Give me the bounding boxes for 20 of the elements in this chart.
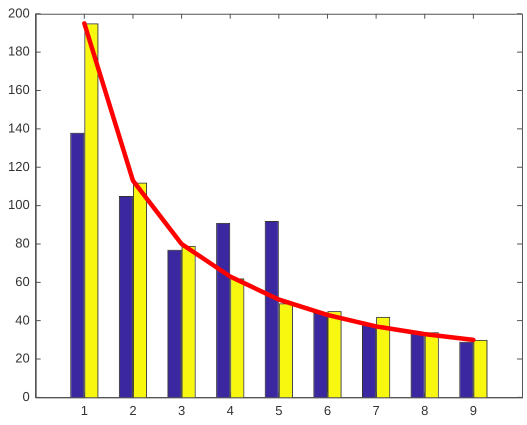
y-tick-label: 120 <box>8 158 30 174</box>
y-tick-label: 0 <box>22 388 30 404</box>
y-tick-label: 60 <box>15 274 30 289</box>
x-tick-label: 5 <box>275 402 282 418</box>
y-tick-label: 180 <box>8 44 30 59</box>
x-tick-label: 4 <box>226 402 234 418</box>
x-tick-label: 6 <box>324 402 332 418</box>
x-tick-label: 8 <box>421 402 428 418</box>
x-tick-label: 2 <box>129 402 137 418</box>
x-tick-label: 7 <box>372 402 380 418</box>
y-tick-label: 40 <box>15 312 30 328</box>
y-tick-label: 100 <box>8 197 30 212</box>
x-tick-label: 3 <box>178 402 186 418</box>
x-tick-label: 1 <box>80 402 88 418</box>
y-tick-label: 80 <box>15 236 30 251</box>
x-tick-label: 9 <box>470 402 477 418</box>
y-tick-label: 20 <box>15 350 30 366</box>
y-tick-label: 160 <box>8 82 30 98</box>
y-tick-label: 200 <box>8 5 30 20</box>
y-tick-label: 140 <box>8 120 30 136</box>
